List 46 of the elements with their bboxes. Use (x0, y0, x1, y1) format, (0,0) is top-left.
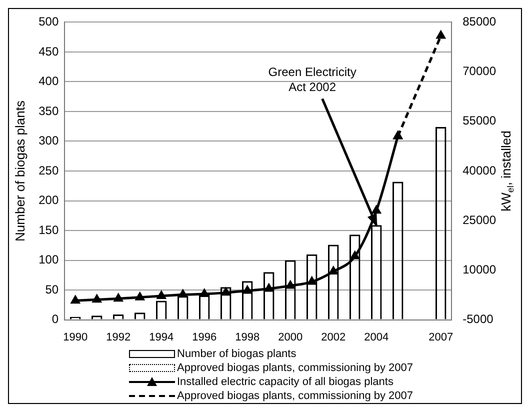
point (200, 289, 209, 298)
legend-label: Approved biogas plants, commissioning by 2007 (177, 362, 414, 374)
y-tick-label: 400 (38, 74, 59, 88)
y2-tick-label: 25000 (462, 212, 496, 227)
legend-label: Approved biogas plants, commissioning by 2007 (177, 390, 414, 402)
y-tick-label: 0 (52, 312, 59, 326)
y-tick-label: 350 (38, 104, 59, 118)
y-tick-label: 500 (38, 14, 59, 29)
point (92, 294, 102, 303)
point (178, 290, 188, 298)
x-tick-label: 2000 (278, 331, 303, 344)
annotation: Green Electricity Act 2002 (268, 65, 356, 94)
point (114, 294, 123, 302)
x-tick-label: 1994 (149, 331, 174, 344)
y-tick-label: 250 (38, 163, 59, 178)
x-tick-label: 2002 (321, 331, 346, 344)
y2-tick-label: 10000 (462, 262, 496, 277)
y2-tick-label: 85000 (462, 14, 496, 29)
x-tick-label: 2007 (428, 331, 454, 344)
y-tick-label: 100 (38, 252, 59, 267)
point (243, 286, 252, 294)
y2-axis-title: kWel, installed (498, 130, 516, 212)
y-axis-title: Number of biogas plants (12, 100, 28, 242)
x-tick-label: 1990 (63, 331, 88, 344)
point (286, 280, 295, 289)
y2-tick-label: 70000 (462, 64, 496, 78)
x-tick-label: 1996 (192, 331, 217, 344)
y2-tick-label: -5000 (462, 312, 494, 326)
legend-label: Installed electric capacity of all biogas plants (177, 376, 394, 388)
y-tick-label: 300 (38, 134, 59, 148)
legend-label: Number of biogas plants (177, 348, 296, 360)
point (71, 296, 80, 304)
y-tick-label: 450 (38, 44, 59, 58)
x-tick-label: 1998 (235, 331, 260, 344)
y-tick-label: 150 (38, 222, 59, 237)
point (157, 291, 166, 299)
point (372, 206, 381, 214)
y-tick-label: 200 (38, 193, 59, 208)
y2-tick-label: 40000 (462, 163, 496, 178)
point (222, 288, 230, 296)
y-tick-label: 50 (45, 282, 59, 296)
point (329, 266, 338, 275)
y2-tick-label: 55000 (462, 114, 496, 128)
x-tick-label: 2004 (364, 331, 389, 344)
x-tick-label: 1992 (106, 331, 131, 344)
point (264, 284, 274, 292)
